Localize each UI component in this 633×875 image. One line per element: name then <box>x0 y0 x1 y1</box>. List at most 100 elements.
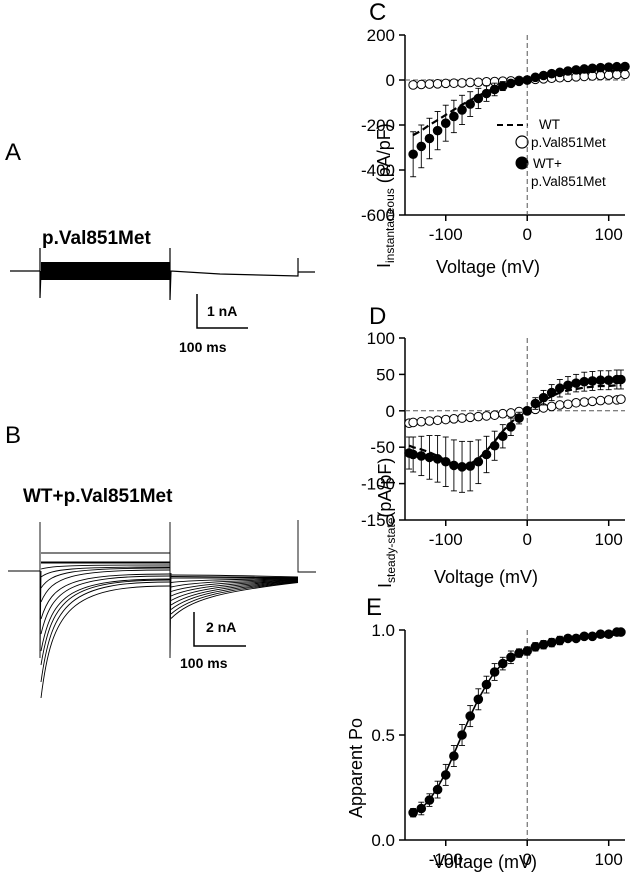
panel-c-legend-wtmut-1: WT+ <box>533 156 562 171</box>
panel-c-point-filled <box>416 141 427 152</box>
panel-a-letter: A <box>5 139 21 166</box>
panel-c-point-open <box>457 78 467 88</box>
panel-c-point-open <box>465 77 475 88</box>
panel-c-point-filled <box>432 125 443 136</box>
panel-d-ylabel-sub: steady-state <box>384 517 398 583</box>
panel-d-point-open <box>489 410 500 420</box>
panel-b-trace-sweep <box>40 581 171 683</box>
panel-b-tail-sweep <box>170 581 299 615</box>
panel-d-point-open <box>587 396 598 407</box>
panel-c-legend-wtmut-2: p.Val851Met <box>531 174 606 189</box>
panel-a-scale-current: 1 nA <box>207 303 237 319</box>
panel-d-point-filled <box>449 460 459 471</box>
panel-c-point-open <box>440 78 451 89</box>
panel-b-tail-sweep <box>170 574 299 578</box>
panel-e-series-line <box>412 633 621 816</box>
panel-e-point-filled <box>416 803 427 814</box>
panel-c-y-tick-label: -200 <box>361 116 395 135</box>
panel-e-point-filled <box>465 711 475 721</box>
panel-c-point-open <box>416 79 427 90</box>
panel-d-point-filled <box>522 406 533 416</box>
panel-c-point-filled <box>587 63 598 74</box>
panel-d-point-filled <box>579 376 590 387</box>
panel-d-point-open <box>546 401 557 412</box>
panel-b-tail-sweep <box>170 580 299 606</box>
panel-c-point-filled <box>563 66 573 76</box>
panel-c-x-tick-label: -100 <box>429 225 463 244</box>
panel-c-point-filled <box>620 61 630 72</box>
panel-d: D Isteady-state(pA/pF) Voltage (mV) 100 5… <box>361 303 626 588</box>
panel-a-title: p.Val851Met <box>42 228 151 249</box>
panel-d-y-tick-label: 0 <box>386 402 395 421</box>
panel-c-point-filled <box>579 64 590 74</box>
panel-d-point-filled <box>514 413 524 423</box>
panel-e-point-filled <box>424 795 435 805</box>
panel-c-point-filled <box>489 84 500 95</box>
panel-e-point-filled <box>473 694 484 705</box>
panel-d-point-open <box>449 414 459 424</box>
panel-d-point-open <box>563 399 573 410</box>
panel-b-title: WT+p.Val851Met <box>23 486 173 507</box>
panel-c-point-filled <box>497 81 508 91</box>
panel-b-tail-sweep <box>170 580 299 601</box>
panel-c-point-filled <box>449 111 459 122</box>
panel-e-point-filled <box>457 730 467 740</box>
svg-text:Iinstantaneous (pA/pF): Iinstantaneous (pA/pF) <box>374 123 397 268</box>
panel-c-point-open <box>612 69 622 80</box>
panel-c-point-filled <box>506 78 516 89</box>
panel-d-point-filled <box>457 462 467 472</box>
panel-e-x-tick-label: 100 <box>595 850 623 869</box>
panel-a-scale-time: 100 ms <box>179 339 227 355</box>
panel-d-point-open <box>579 397 590 407</box>
panel-d-point-filled <box>587 376 598 386</box>
panel-e-point-filled <box>530 642 541 652</box>
panel-c-point-open <box>408 80 418 90</box>
panel-c-point-filled <box>595 62 606 73</box>
panel-c: C Iinstantaneous (pA/pF) Voltage (mV) WT… <box>361 0 630 277</box>
panel-c-point-open <box>620 69 630 80</box>
panel-d-x-tick-label: 100 <box>595 530 623 549</box>
panel-b-trace-sweep <box>40 569 171 603</box>
panel-d-point-filled <box>465 461 475 471</box>
panel-c-point-open <box>603 70 614 80</box>
panel-c-point-filled <box>530 72 541 83</box>
panel-e-xlabel: Voltage (mV) <box>433 852 537 872</box>
panel-c-point-open <box>449 78 459 88</box>
panel-e-y-tick-label: 0.5 <box>371 726 395 745</box>
panel-e-point-filled <box>579 631 590 642</box>
panel-c-point-filled <box>408 149 418 160</box>
panel-c-point-filled <box>465 99 475 109</box>
panel-c-legend-wt: WT <box>539 117 560 132</box>
panel-a-trace <box>10 248 315 301</box>
panel-c-point-open <box>432 79 443 89</box>
panel-c-ylabel-main: I <box>374 263 394 268</box>
panel-c-y-tick-label: 0 <box>386 71 395 90</box>
panel-c-point-filled <box>473 93 484 104</box>
panel-d-x-tick-label: 0 <box>522 530 531 549</box>
panel-b-trace-sweep <box>40 573 171 620</box>
panel-d-point-open <box>571 397 581 408</box>
panel-b-trace-sweep <box>40 578 171 652</box>
panel-e-point-filled <box>595 629 606 640</box>
panel-c-point-filled <box>481 88 492 99</box>
panel-c-point-filled <box>424 133 435 144</box>
panel-e-point-filled <box>555 635 565 646</box>
panel-c-point-filled <box>546 68 557 79</box>
panel-e-point-filled <box>514 648 524 658</box>
panel-c-ylabel-sub: instantaneous <box>383 188 397 263</box>
panel-e-x-tick-label: -100 <box>429 850 463 869</box>
panel-b-scale-bar: 2 nA 100 ms <box>180 612 246 671</box>
panel-d-ylabel-unit: (pA/pF) <box>375 458 395 518</box>
panel-b-trace-sweep <box>40 567 171 589</box>
panel-e-point-filled <box>538 639 549 650</box>
panel-c-legend-filled-marker <box>515 156 529 170</box>
panel-d-point-open <box>432 415 443 426</box>
panel-b-tail-sweep <box>170 582 299 619</box>
panel-d-point-open <box>424 416 435 426</box>
panel-d-point-filled <box>571 378 581 388</box>
panel-b-trace-step-mid <box>169 522 172 659</box>
panel-d-point-filled <box>416 451 427 461</box>
panel-b: B WT+p.Val851Met 2 nA 100 ms <box>5 422 316 699</box>
panel-c-point-filled <box>440 118 451 128</box>
